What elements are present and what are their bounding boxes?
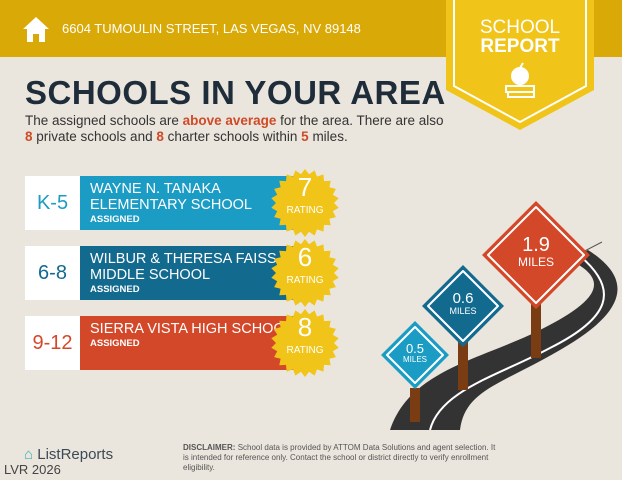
private-count: 8 [25, 129, 33, 144]
disclaimer: DISCLAIMER: School data is provided by A… [183, 443, 496, 472]
school-name: WAYNE N. TANAKA ELEMENTARY SCHOOL [90, 181, 252, 213]
distance-sign [381, 321, 449, 389]
rating-starburst [271, 239, 339, 307]
radius: 5 [301, 129, 309, 144]
intro-text: The assigned schools are above average f… [25, 113, 444, 144]
school-status: ASSIGNED [90, 214, 140, 225]
distance-sign [386, 326, 444, 384]
rating-label: RATING [286, 275, 324, 286]
school-status: ASSIGNED [90, 338, 140, 349]
rating-highlight: above average [182, 113, 277, 128]
rating-value: 8 [297, 312, 313, 342]
rating-value: 7 [297, 172, 313, 202]
road [390, 250, 618, 430]
school-status: ASSIGNED [90, 284, 140, 295]
school-info: WAYNE N. TANAKA ELEMENTARY SCHOOL ASSIGNE… [80, 176, 300, 230]
rating-starburst [271, 169, 339, 237]
badge-line1: SCHOOL [479, 17, 561, 38]
distance-label: 0.5 MILES [402, 341, 427, 364]
distance-label: 0.6 MILES [449, 290, 477, 316]
road-illustration [381, 201, 618, 430]
sign-post [531, 300, 541, 358]
school-row: 9-12 SIERRA VISTA HIGH SCHOOL ASSIGNED 8 … [25, 309, 339, 377]
badge-line2: REPORT [480, 36, 560, 57]
rating-value: 6 [297, 242, 313, 272]
address: 6604 TUMOULIN STREET, LAS VEGAS, NV 8914… [62, 21, 361, 36]
listreports-logo: ⌂ ListReports [24, 446, 114, 463]
sign-post [410, 388, 420, 422]
distance-label: 1.9 MILES [517, 234, 554, 269]
distance-sign [427, 270, 499, 342]
distance-sign [487, 206, 585, 304]
apple-on-books-icon [505, 62, 535, 98]
page-title: SCHOOLS IN YOUR AREA [25, 74, 446, 111]
charter-count: 8 [156, 129, 164, 144]
school-info: SIERRA VISTA HIGH SCHOOL ASSIGNED [80, 316, 300, 370]
grade-level: 6-8 [25, 246, 80, 300]
school-report-badge [446, 0, 594, 130]
rating-label: RATING [286, 345, 324, 356]
watermark: LVR 2026 [4, 462, 61, 477]
grade-level: 9-12 [25, 316, 80, 370]
school-name: SIERRA VISTA HIGH SCHOOL [90, 321, 293, 337]
rating-label: RATING [286, 205, 324, 216]
school-row: K-5 WAYNE N. TANAKA ELEMENTARY SCHOOL ASS… [25, 169, 339, 237]
sign-post [458, 340, 468, 390]
school-name: WILBUR & THERESA FAISS MIDDLE SCHOOL [90, 251, 277, 283]
badge-title: SCHOOL REPORT [446, 18, 594, 56]
home-icon [23, 17, 49, 42]
grade-level: K-5 [25, 176, 80, 230]
rating-starburst [271, 309, 339, 377]
school-info: WILBUR & THERESA FAISS MIDDLE SCHOOL ASSI… [80, 246, 300, 300]
distance-sign [422, 265, 504, 347]
distance-sign [482, 201, 590, 309]
school-row: 6-8 WILBUR & THERESA FAISS MIDDLE SCHOOL… [25, 239, 339, 307]
